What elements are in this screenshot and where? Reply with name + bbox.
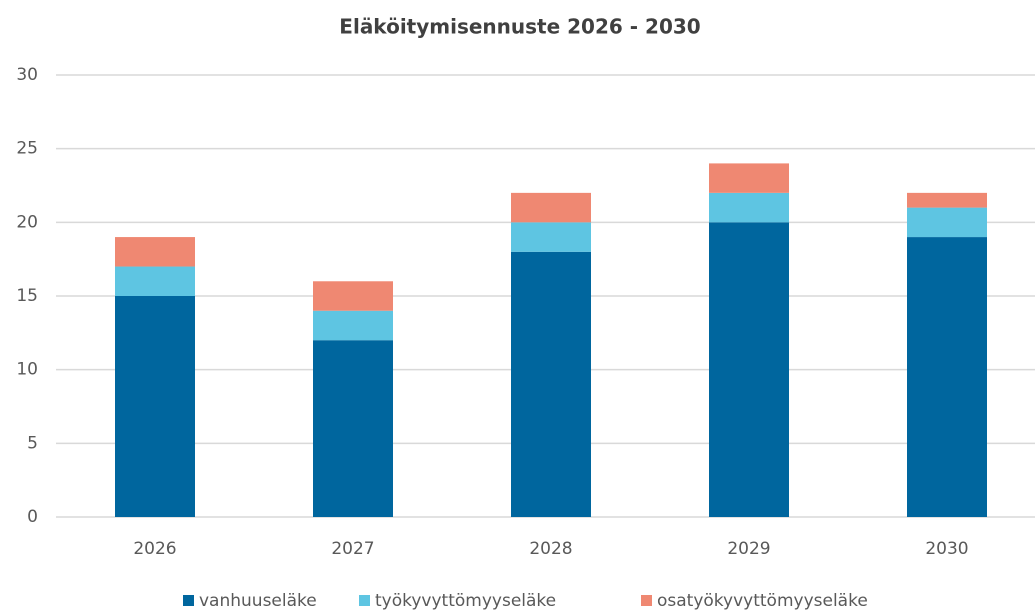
x-tick-label: 2027: [331, 539, 374, 559]
bar-segment: [511, 192, 591, 223]
legend-label: osatyökyvyttömyyseläke: [657, 591, 868, 611]
legend-label: vanhuuseläke: [199, 591, 317, 611]
x-tick-label: 2028: [529, 539, 572, 559]
bar-segment: [709, 222, 789, 518]
bar-segment: [907, 192, 987, 208]
x-tick-label: 2030: [925, 539, 968, 559]
y-tick-label: 10: [16, 360, 38, 380]
bar-segment: [907, 207, 987, 238]
bar-segment: [115, 296, 195, 517]
legend-swatch: [183, 595, 194, 606]
chart-title: Eläköitymisennuste 2026 - 2030: [339, 15, 700, 39]
legend-swatch: [641, 595, 652, 606]
y-tick-label: 5: [27, 433, 38, 453]
bar-segment: [709, 192, 789, 223]
bar-segment: [313, 310, 393, 341]
y-tick-label: 20: [16, 212, 38, 232]
y-tick-label: 25: [16, 139, 38, 159]
x-tick-label: 2026: [133, 539, 176, 559]
x-tick-label: 2029: [727, 539, 770, 559]
bar-segment: [313, 340, 393, 517]
y-tick-label: 15: [16, 286, 38, 306]
bar-segment: [115, 266, 195, 296]
bar-segment: [907, 237, 987, 518]
legend-label: työkyvyttömyyseläke: [375, 591, 556, 611]
bar-segment: [511, 251, 591, 518]
y-tick-label: 30: [16, 65, 38, 85]
y-tick-label: 0: [27, 507, 38, 527]
bar-segment: [313, 281, 393, 311]
bar-segment: [115, 237, 195, 267]
legend-swatch: [359, 595, 370, 606]
bar-segment: [511, 222, 591, 252]
bar-segment: [709, 163, 789, 193]
